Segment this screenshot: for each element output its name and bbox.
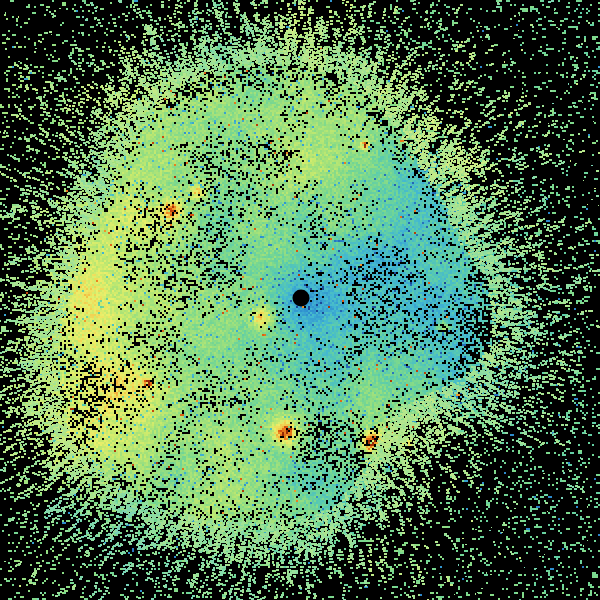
survey-map bbox=[0, 0, 600, 600]
survey-heatmap-canvas bbox=[0, 0, 600, 600]
